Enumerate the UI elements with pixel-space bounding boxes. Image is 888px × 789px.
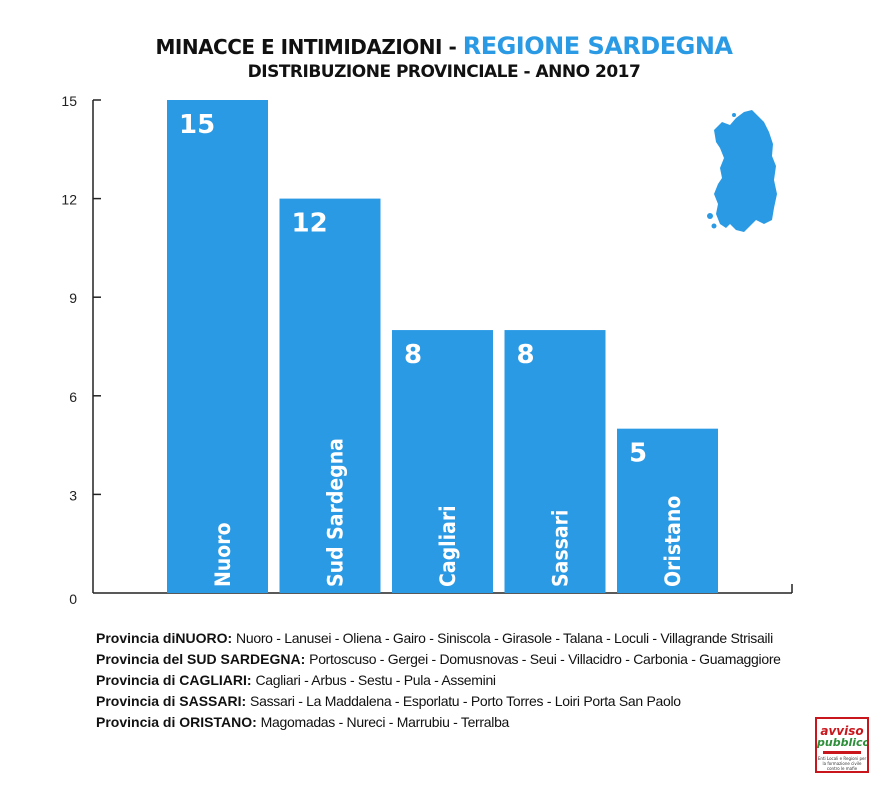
bar: [392, 330, 493, 593]
y-tick-label: 12: [61, 192, 77, 208]
bar: [167, 100, 268, 593]
note-towns: Nuoro - Lanusei - Oliena - Gairo - Sinis…: [236, 630, 773, 646]
note-label: Provincia di CAGLIARI:: [96, 672, 252, 688]
chart-subtitle: DISTRIBUZIONE PROVINCIALE - ANNO 2017: [247, 62, 641, 82]
category-label: Cagliari: [436, 505, 460, 587]
avviso-pubblico-logo: avviso pubblico Enti Locali e Regioni pe…: [815, 717, 869, 773]
note-row-sassari: Provincia di SASSARI: Sassari - La Madda…: [96, 691, 781, 712]
note-label: Provincia del SUD SARDEGNA:: [96, 651, 306, 667]
y-tick-label: 6: [69, 389, 77, 405]
note-towns: Cagliari - Arbus - Sestu - Pula - Assemi…: [255, 672, 496, 688]
province-notes: Provincia diNUORO: Nuoro - Lanusei - Oli…: [96, 628, 781, 733]
note-row-nuoro: Provincia diNUORO: Nuoro - Lanusei - Oli…: [96, 628, 781, 649]
y-tick-label: 0: [69, 591, 77, 607]
note-row-oristano: Provincia di ORISTANO: Magomadas - Nurec…: [96, 712, 781, 733]
title-part1: MINACCE E INTIMIDAZIONI -: [155, 35, 463, 59]
data-label: 15: [179, 110, 215, 140]
data-label: 8: [517, 340, 535, 370]
category-label: Sud Sardegna: [324, 438, 348, 587]
data-label: 8: [404, 340, 422, 370]
note-label: Provincia diNUORO:: [96, 630, 233, 646]
bar: [504, 330, 606, 593]
y-tick-label: 15: [61, 93, 77, 109]
logo-tagline: Enti Locali e Regioni per la formazione …: [817, 756, 867, 771]
note-towns: Magomadas - Nureci - Marrubiu - Terralba: [260, 714, 510, 730]
note-towns: Sassari - La Maddalena - Esporlatu - Por…: [250, 693, 681, 709]
note-label: Provincia di SASSARI:: [96, 693, 247, 709]
sardinia-map-icon: [707, 110, 777, 232]
chart-title: MINACCE E INTIMIDAZIONI - REGIONE SARDEG…: [0, 32, 888, 60]
bar: [617, 428, 718, 593]
y-tick-label: 3: [69, 487, 77, 503]
logo-bar: [823, 751, 861, 754]
data-label: 12: [292, 209, 328, 239]
bar: [279, 198, 381, 593]
note-towns: Portoscuso - Gergei - Domusnovas - Seui …: [309, 651, 781, 667]
note-row-cagliari: Provincia di CAGLIARI: Cagliari - Arbus …: [96, 670, 781, 691]
logo-line2: pubblico: [817, 736, 869, 749]
note-label: Provincia di ORISTANO:: [96, 714, 257, 730]
category-label: Sassari: [549, 510, 573, 587]
y-tick-label: 9: [69, 290, 77, 306]
title-part2: REGIONE SARDEGNA: [462, 32, 733, 60]
category-label: Oristano: [661, 496, 685, 587]
category-label: Nuoro: [211, 522, 235, 587]
data-label: 5: [629, 439, 647, 469]
note-row-sud-sardegna: Provincia del SUD SARDEGNA: Portoscuso -…: [96, 649, 781, 670]
bar-chart: 0 3 6 9 12 15 15 Nuoro 12 Sud Sardegna 8 Cagliari 8 S…: [61, 93, 793, 607]
logo-line1: avviso: [820, 724, 864, 738]
